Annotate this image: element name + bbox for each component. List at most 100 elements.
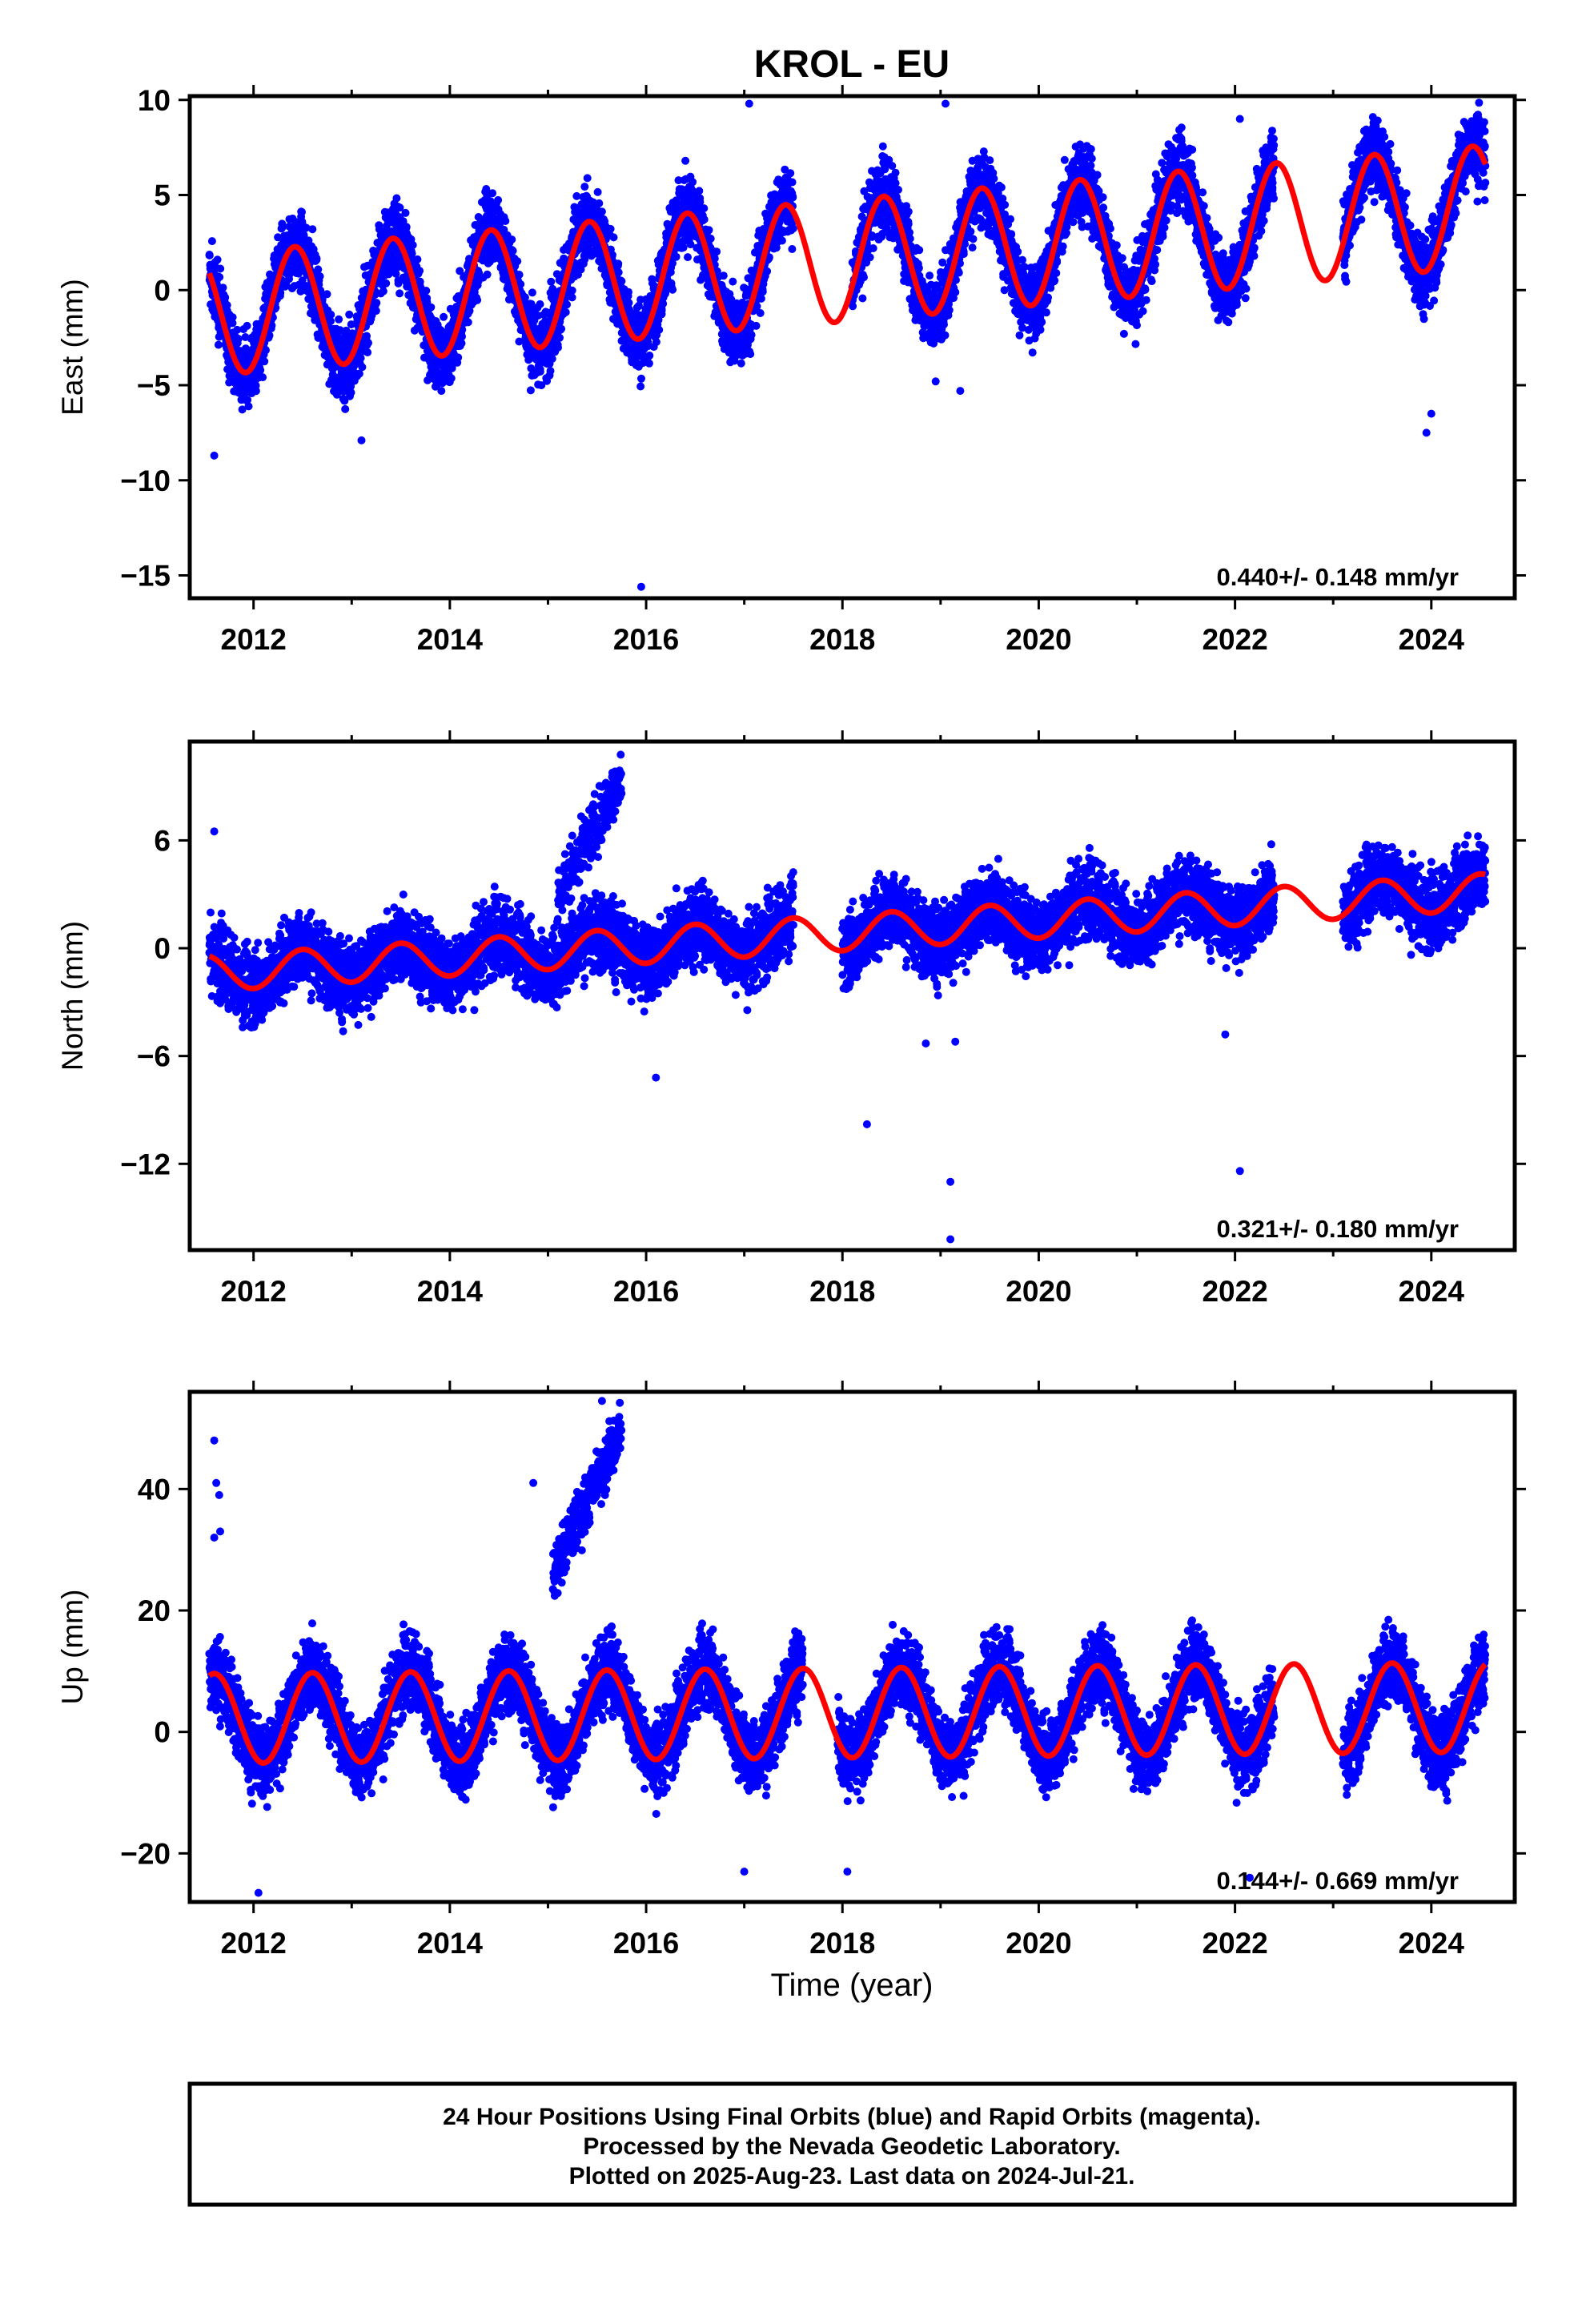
- east-data-point: [572, 191, 581, 200]
- east-data-point: [508, 247, 517, 255]
- east-data-point: [214, 340, 223, 349]
- east-data-point: [669, 285, 677, 294]
- east-data-point: [536, 368, 544, 376]
- east-data-point: [526, 386, 535, 395]
- east-data-point: [719, 271, 728, 280]
- east-data-point: [556, 333, 564, 342]
- east-data-point: [422, 287, 431, 295]
- east-data-point: [515, 271, 524, 279]
- east-data-point: [926, 271, 934, 280]
- east-data-point: [536, 300, 544, 308]
- east-data-point: [448, 364, 456, 372]
- east-data-point: [278, 223, 287, 232]
- east-data-point: [700, 215, 709, 223]
- east-data-point: [634, 301, 643, 310]
- east-data-point: [363, 348, 372, 356]
- east-data-point: [891, 168, 900, 177]
- east-data-point: [465, 307, 474, 316]
- east-data-point: [473, 296, 482, 304]
- east-data-point: [869, 244, 877, 252]
- east-data-point: [789, 193, 797, 202]
- east-data-point: [644, 359, 653, 368]
- east-data-point: [464, 318, 472, 327]
- east-data-point: [915, 246, 924, 255]
- east-data-point: [758, 287, 767, 296]
- east-data-point: [482, 185, 491, 193]
- east-data-point: [595, 199, 604, 207]
- east-data-points: [205, 99, 1490, 591]
- east-data-point: [580, 183, 589, 191]
- east-data-point: [624, 299, 633, 308]
- east-data-point: [608, 251, 616, 259]
- east-data-point: [951, 287, 960, 296]
- east-data-point: [557, 324, 566, 333]
- east-data-point: [520, 293, 529, 302]
- east-data-point: [554, 344, 562, 352]
- east-data-point: [457, 339, 466, 348]
- east-data-point: [458, 332, 466, 341]
- east-data-point: [763, 267, 772, 275]
- east-data-point: [914, 263, 923, 272]
- east-data-point: [267, 321, 276, 330]
- east-data-point: [335, 326, 344, 335]
- east-data-point: [260, 357, 269, 366]
- east-data-point: [609, 233, 618, 242]
- east-data-point: [416, 267, 424, 275]
- east-data-point: [563, 300, 571, 309]
- east-data-point: [347, 388, 355, 397]
- east-data-point: [617, 277, 626, 286]
- east-data-point: [347, 320, 355, 329]
- east-data-point: [561, 308, 570, 316]
- east-data-point: [788, 245, 797, 253]
- east-data-point: [652, 338, 661, 346]
- east-data-point: [636, 382, 645, 391]
- east-data-point: [447, 374, 456, 383]
- east-data-point: [233, 325, 242, 334]
- east-data-point: [372, 299, 381, 308]
- east-data-point: [298, 276, 307, 285]
- east-data-point: [757, 294, 765, 303]
- east-data-point: [941, 331, 950, 340]
- east-data-point: [483, 270, 492, 279]
- east-data-point: [546, 367, 555, 376]
- east-data-point: [508, 235, 516, 244]
- east-data-point: [392, 194, 401, 203]
- east-data-point: [747, 331, 756, 340]
- east-data-point: [356, 354, 365, 363]
- east-data-point: [729, 277, 737, 286]
- east-data-point: [440, 312, 448, 321]
- east-data-point: [904, 207, 913, 216]
- east-data-point: [228, 313, 237, 322]
- east-data-point: [501, 217, 510, 225]
- east-data-point: [228, 319, 237, 328]
- east-data-point: [614, 268, 623, 277]
- east-data-point: [371, 307, 380, 316]
- east-data-point: [213, 255, 222, 264]
- east-data-point: [746, 350, 755, 359]
- east-data-point: [456, 267, 464, 275]
- east-data-point: [695, 187, 704, 195]
- east-data-point: [624, 287, 632, 296]
- east-data-point: [205, 251, 214, 259]
- east-data-point: [413, 255, 422, 263]
- east-data-point: [860, 273, 868, 282]
- east-data-point: [700, 204, 709, 213]
- east-data-point: [416, 277, 424, 286]
- east-data-point: [341, 404, 350, 413]
- east-data-point: [251, 387, 260, 396]
- east-data-point: [786, 169, 795, 178]
- east-data-point: [537, 381, 546, 390]
- east-data-point: [315, 272, 324, 280]
- east-data-point: [401, 208, 410, 217]
- east-data-point: [568, 286, 576, 295]
- east-data-point: [238, 405, 247, 414]
- east-data-point: [894, 186, 902, 194]
- east-panel: 2012 2014 2016 2018 2020 2022 20241050−5−10−15…: [56, 84, 1526, 656]
- east-data-point: [679, 243, 688, 252]
- east-data-point: [427, 303, 436, 312]
- east-data-point: [494, 195, 503, 204]
- east-data-point: [657, 306, 666, 315]
- east-data-point: [298, 207, 306, 216]
- east-data-point: [355, 369, 363, 378]
- east-data-point: [223, 301, 231, 309]
